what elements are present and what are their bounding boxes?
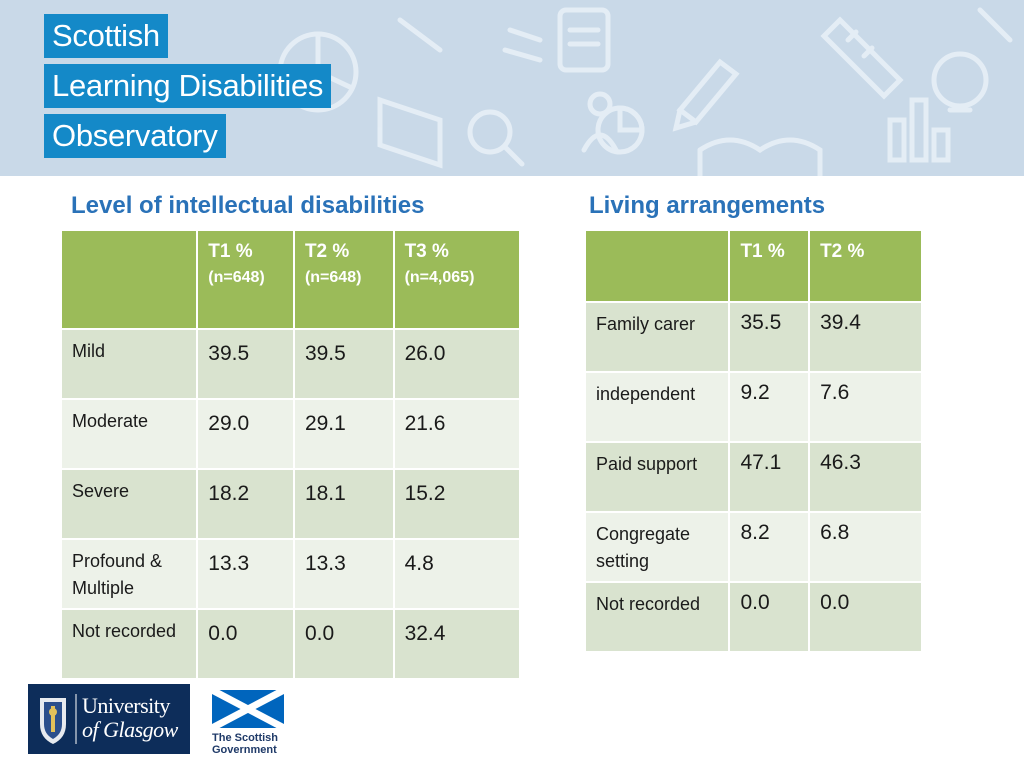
column-sample-size: (n=648): [208, 269, 265, 286]
table-row: Mild 39.5 39.5 26.0: [59, 328, 522, 400]
cell-value: 39.5: [292, 328, 395, 400]
cell-value: 39.4: [808, 301, 923, 373]
header-empty-cell: [583, 229, 731, 303]
column-label: T2 %: [304, 241, 350, 262]
gov-name: The Scottish Government: [212, 732, 292, 756]
row-label: Mild: [59, 328, 199, 400]
brand-line-3: Observatory: [44, 114, 226, 158]
column-header-t2: T2 % (n=648): [292, 229, 395, 330]
cell-value: 26.0: [392, 328, 522, 400]
cell-value: 0.0: [808, 581, 923, 653]
cell-value: 18.2: [196, 468, 295, 540]
brand-line-1: Scottish: [44, 14, 168, 58]
column-sample-size: (n=648): [304, 269, 362, 286]
cell-value: 35.5: [728, 301, 811, 373]
cell-value: 7.6: [808, 371, 923, 443]
table-row: Profound & Multiple 13.3 13.3 4.8: [59, 538, 522, 610]
table-row: Congregate setting 8.2 6.8: [583, 511, 923, 583]
cell-value: 29.1: [292, 398, 395, 470]
row-label: independent: [583, 371, 731, 443]
column-label: T1 %: [740, 241, 785, 262]
cell-value: 32.4: [392, 608, 522, 680]
cell-value: 21.6: [392, 398, 522, 470]
crest-icon: [40, 694, 77, 744]
cell-value: 0.0: [196, 608, 295, 680]
cell-value: 47.1: [728, 441, 811, 513]
table-row: Family carer 35.5 39.4: [583, 301, 923, 373]
column-label: T1 %: [208, 241, 253, 262]
saltire-flag-icon: [212, 690, 284, 728]
clipboard-icon: [557, 7, 611, 73]
cell-value: 39.5: [196, 328, 295, 400]
row-label: Severe: [59, 468, 199, 540]
book-icon: [697, 137, 823, 176]
ruler-icon: [820, 16, 904, 100]
university-of-glasgow-logo: University of Glasgow: [28, 684, 190, 754]
magnifier-icon: [467, 109, 513, 155]
university-name: University of Glasgow: [82, 694, 178, 742]
table-row: Moderate 29.0 29.1 21.6: [59, 398, 522, 470]
cell-value: 0.0: [292, 608, 395, 680]
cell-value: 15.2: [392, 468, 522, 540]
left-table-title: Level of intellectual disabilities: [71, 192, 425, 219]
cell-value: 18.1: [292, 468, 395, 540]
row-label: Profound & Multiple: [59, 538, 199, 610]
right-table-title: Living arrangements: [589, 192, 826, 219]
cell-value: 6.8: [808, 511, 923, 583]
cell-value: 0.0: [728, 581, 811, 653]
university-line-2: of Glasgow: [82, 717, 178, 742]
gov-line-2: Government: [212, 744, 277, 756]
row-label: Paid support: [583, 441, 731, 513]
cell-value: 8.2: [728, 511, 811, 583]
column-label: T3 %: [404, 241, 449, 262]
table-header-row: T1 % T2 %: [583, 229, 923, 303]
scottish-government-logo: The Scottish Government: [208, 690, 288, 756]
university-line-1: University: [82, 693, 170, 718]
book-icon-2: [377, 96, 443, 169]
header-banner: Scottish Learning Disabilities Observato…: [0, 0, 1024, 176]
row-label: Family carer: [583, 301, 731, 373]
table-row: independent 9.2 7.6: [583, 371, 923, 443]
row-label: Not recorded: [59, 608, 199, 680]
table-row: Not recorded 0.0 0.0: [583, 581, 923, 653]
gov-line-1: The Scottish: [212, 732, 279, 744]
column-header-t2: T2 %: [808, 229, 923, 303]
column-header-t1: T1 %: [728, 229, 811, 303]
header-empty-cell: [59, 229, 199, 330]
row-label: Moderate: [59, 398, 199, 470]
column-header-t3: T3 % (n=4,065): [392, 229, 522, 330]
cell-value: 9.2: [728, 371, 811, 443]
brand-line-2: Learning Disabilities: [44, 64, 332, 108]
table-row: Paid support 47.1 46.3: [583, 441, 923, 513]
column-header-t1: T1 % (n=648): [196, 229, 295, 330]
row-label: Congregate setting: [583, 511, 731, 583]
pencil-icon: [676, 58, 740, 126]
cell-value: 4.8: [392, 538, 522, 610]
column-label: T2 %: [820, 241, 865, 262]
column-sample-size: (n=4,065): [404, 269, 475, 286]
intellectual-disabilities-table: T1 % (n=648) T2 % (n=648) T3 % (n=4,065)…: [59, 229, 522, 680]
lightbulb-icon: [931, 51, 989, 109]
cell-value: 13.3: [196, 538, 295, 610]
cell-value: 46.3: [808, 441, 923, 513]
table-header-row: T1 % (n=648) T2 % (n=648) T3 % (n=4,065): [59, 229, 522, 330]
table-row: Severe 18.2 18.1 15.2: [59, 468, 522, 540]
table-row: Not recorded 0.0 0.0 32.4: [59, 608, 522, 680]
row-label: Not recorded: [583, 581, 731, 653]
cell-value: 29.0: [196, 398, 295, 470]
people-icon: [587, 91, 613, 117]
cell-value: 13.3: [292, 538, 395, 610]
decorative-pattern: [277, 7, 1013, 176]
living-arrangements-table: T1 % T2 % Family carer 35.5 39.4 indepen…: [583, 229, 923, 653]
